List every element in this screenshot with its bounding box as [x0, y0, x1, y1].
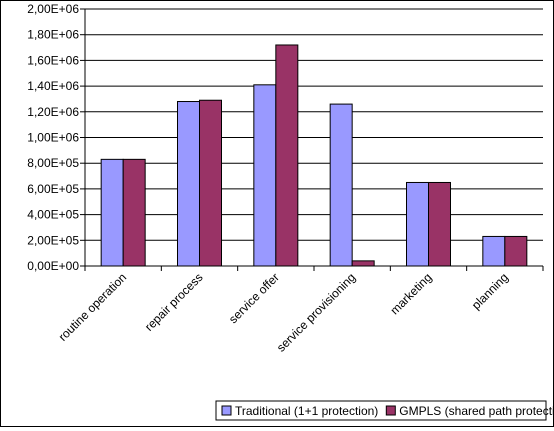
y-tick-label: 8,00E+05 — [27, 156, 79, 170]
y-tick-label: 1,00E+06 — [27, 131, 79, 145]
bar — [482, 235, 506, 267]
y-tick-label: 6,00E+05 — [27, 182, 79, 196]
legend-swatch — [221, 405, 232, 416]
x-tick-label: service offer — [226, 270, 282, 326]
grid-layer — [85, 8, 543, 241]
y-tick-labels: 0,00E+00 2,00E+05 4,00E+05 6,00E+05 8,00E+05… — [27, 2, 79, 273]
axis-layer — [80, 8, 544, 271]
bars-layer — [100, 44, 528, 267]
bar — [329, 103, 353, 267]
legend-box — [215, 400, 547, 421]
x-tick-label: planning — [469, 270, 511, 312]
x-tick-labels: routine operation repair process service o… — [56, 270, 511, 354]
x-tick-label: service provisioning — [274, 270, 358, 354]
bar — [100, 158, 124, 267]
legend: Traditional (1+1 protection) GMPLS (share… — [215, 400, 554, 421]
y-tick-label: 2,00E+05 — [27, 233, 79, 247]
bar — [199, 99, 222, 267]
bar — [406, 181, 429, 267]
y-tick-label: 2,00E+06 — [27, 2, 79, 16]
y-tick-label: 1,20E+06 — [27, 105, 79, 119]
bar — [253, 84, 277, 267]
legend-swatch — [385, 405, 396, 416]
legend-label: GMPLS (shared path protection) — [399, 404, 553, 418]
y-tick-label: 4,00E+05 — [27, 208, 79, 222]
y-tick-label: 1,40E+06 — [27, 79, 79, 93]
x-tick-label: routine operation — [56, 270, 130, 344]
legend-label: Traditional (1+1 protection) — [235, 404, 378, 418]
bar — [275, 44, 299, 267]
x-tick-label: repair process — [142, 270, 206, 334]
x-tick-label: marketing — [387, 270, 434, 317]
y-tick-label: 1,80E+06 — [27, 28, 79, 42]
y-tick-label: 1,60E+06 — [27, 53, 79, 67]
bar — [351, 260, 375, 267]
bar — [177, 101, 200, 267]
bar — [504, 235, 528, 267]
bar — [428, 181, 451, 267]
bar — [122, 158, 146, 267]
y-tick-label: 0,00E+00 — [27, 259, 79, 273]
